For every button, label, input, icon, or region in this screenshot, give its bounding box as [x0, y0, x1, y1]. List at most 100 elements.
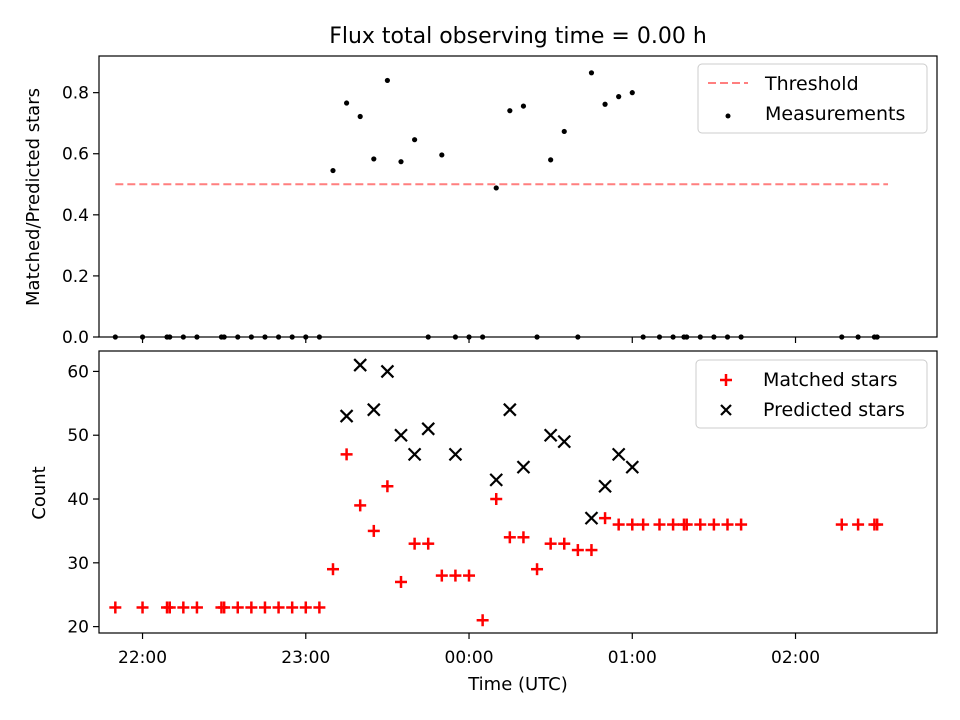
count-x-tick-label: 00:00: [445, 648, 494, 668]
matched-star-point: [272, 601, 285, 614]
measurement-point: [439, 152, 445, 158]
matched-star-point: [680, 518, 693, 531]
measurement-point: [493, 185, 499, 191]
predicted-star-point: [339, 409, 354, 423]
matched-star-point: [395, 575, 408, 588]
count-plot-frame: [98, 350, 938, 634]
measurement-point: [330, 167, 336, 174]
count-y-tick-label: 40: [67, 490, 89, 510]
matched-star-point: [463, 569, 476, 582]
matched-star-point: [435, 569, 448, 582]
matched-star-point: [367, 524, 380, 537]
matched-star-point: [245, 601, 258, 614]
predicted-star-point: [353, 358, 367, 372]
matched-star-point: [381, 480, 394, 493]
measurement-point: [507, 108, 513, 114]
matched-star-point: [340, 448, 353, 461]
count-plot-area: [109, 358, 884, 627]
predicted-star-point: [367, 402, 381, 417]
matched-star-point: [313, 601, 326, 614]
predicted-star-point: [625, 460, 640, 474]
measurement-point: [548, 157, 554, 163]
measurement-point: [588, 70, 595, 76]
measurement-point: [412, 137, 418, 143]
measurement-point: [343, 100, 350, 106]
ratio-plot-frame: [98, 55, 938, 338]
matched-star-point: [694, 518, 707, 531]
matched-star-point: [286, 601, 299, 614]
count-y-tick-label: 60: [67, 362, 89, 382]
matched-star-point: [707, 518, 720, 531]
matched-star-point: [136, 601, 149, 614]
matched-star-point: [408, 537, 421, 550]
count-x-tick-label: 02:00: [771, 648, 820, 668]
measurement-point: [520, 103, 527, 109]
ratio-y-tick-label: 0.6: [62, 145, 89, 165]
matched-star-point: [558, 537, 571, 550]
legend-threshold-label: Threshold: [764, 73, 859, 95]
matched-star-point: [626, 518, 639, 531]
matched-star-point: [852, 518, 865, 531]
matched-star-point: [490, 493, 503, 506]
count-legend: Matched stars Predicted stars: [695, 359, 928, 429]
matched-star-point: [599, 512, 612, 525]
predicted-star-point: [584, 511, 599, 525]
matched-star-point: [163, 601, 176, 614]
predicted-star-point: [489, 473, 504, 487]
measurement-point: [561, 128, 567, 135]
figure-title: Flux total observing time = 0.00 h: [329, 24, 707, 49]
matched-star-point: [503, 531, 516, 544]
legend-measurements-label: Measurements: [765, 103, 905, 125]
matched-star-point: [190, 601, 203, 614]
matched-star-point: [326, 563, 339, 576]
matched-star-point: [258, 601, 271, 614]
legend-matched-swatch: [720, 374, 732, 386]
matched-star-point: [218, 601, 231, 614]
predicted-star-point: [421, 422, 435, 436]
matched-star-point: [835, 518, 848, 531]
ratio-panel: 0.00.20.40.60.8 Matched/Predicted stars …: [23, 55, 938, 348]
matched-star-point: [721, 518, 734, 531]
predicted-star-point: [598, 479, 612, 494]
matched-star-point: [299, 601, 312, 614]
ratio-y-axis-label: Matched/Predicted stars: [23, 88, 44, 306]
measurement-point: [357, 113, 363, 120]
matched-star-point: [476, 614, 489, 627]
matched-star-point: [231, 601, 244, 614]
matched-star-point: [871, 518, 884, 531]
matched-star-point: [637, 518, 650, 531]
ratio-legend-box: [697, 63, 928, 134]
matched-star-point: [422, 537, 435, 550]
matched-star-point: [449, 569, 462, 582]
predicted-star-point: [557, 434, 572, 449]
ratio-y-tick-label: 0.4: [62, 206, 89, 226]
predicted-star-point: [543, 428, 558, 442]
matched-star-point: [667, 518, 680, 531]
predicted-star-point: [516, 460, 531, 474]
legend-predicted-swatch: [720, 404, 732, 416]
ratio-legend: Threshold Measurements: [697, 63, 928, 134]
measurement-point: [384, 77, 391, 84]
count-y-axis-label: Count: [29, 466, 50, 519]
count-x-tick-label: 23:00: [281, 648, 330, 668]
predicted-star-point: [407, 447, 422, 462]
legend-measurements-swatch: [725, 113, 731, 119]
measurement-point: [371, 156, 377, 162]
predicted-star-point: [448, 447, 463, 462]
matched-star-point: [612, 518, 625, 531]
matched-star-point: [735, 518, 748, 531]
measurement-point: [629, 90, 635, 96]
matched-star-point: [653, 518, 666, 531]
predicted-star-point: [611, 447, 626, 462]
predicted-star-point: [503, 402, 517, 417]
count-y-tick-label: 20: [67, 618, 89, 638]
count-x-tick-label: 22:00: [118, 648, 167, 668]
matched-star-point: [354, 499, 367, 512]
matched-star-point: [531, 563, 544, 576]
matched-star-point: [544, 537, 557, 550]
matched-star-point: [177, 601, 190, 614]
measurement-point: [616, 94, 622, 100]
count-legend-box: [695, 359, 928, 429]
legend-predicted-label: Predicted stars: [763, 399, 905, 421]
